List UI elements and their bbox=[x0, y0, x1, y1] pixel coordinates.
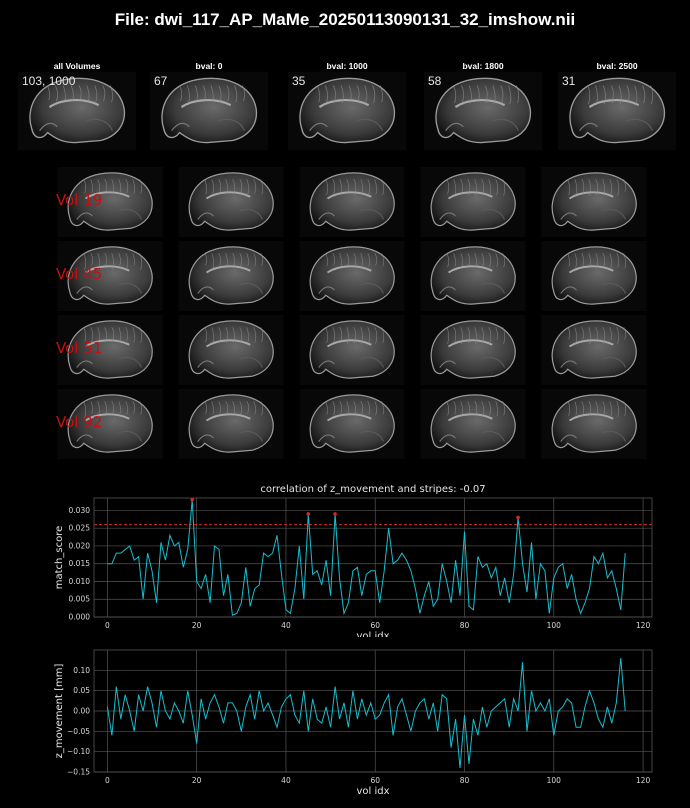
peak-marker bbox=[516, 515, 520, 520]
volume-grid: Vol 19 Vol 45 Vol 51 Vol 92 bbox=[52, 167, 654, 465]
volume-slice-image bbox=[52, 389, 168, 459]
y-tick-label: 0.00 bbox=[73, 707, 90, 716]
volume-row-label: Vol 51 bbox=[56, 339, 103, 357]
volume-row-label: Vol 92 bbox=[56, 413, 103, 431]
series-line bbox=[107, 499, 626, 616]
x-axis-label: vol idx bbox=[356, 786, 389, 797]
volume-slice-image bbox=[294, 389, 410, 459]
volume-slice-image bbox=[52, 315, 168, 385]
y-tick-label: −0.05 bbox=[67, 727, 90, 736]
z-movement-chart: 0 20 40 60 80 100 120 −0.15 −0.10 −0.05 0.00 0.05 0.… bbox=[54, 649, 653, 797]
thumbnail-image bbox=[558, 71, 676, 151]
series-line bbox=[106, 658, 626, 768]
thumbnail-count: 103, 1000 bbox=[22, 74, 76, 88]
match-score-chart: 0 20 40 60 80 100 120 0.000 0.005 0.010 0.015 0.020… bbox=[54, 484, 653, 637]
volume-slice-image bbox=[294, 241, 410, 311]
volume-slice-image bbox=[294, 167, 410, 237]
y-tick-label: 0.005 bbox=[69, 595, 91, 604]
x-tick-label: 0 bbox=[105, 621, 110, 630]
y-tick-label: −0.15 bbox=[67, 768, 90, 777]
volume-row-label: Vol 45 bbox=[56, 265, 103, 283]
volume-slice-image bbox=[52, 167, 168, 237]
x-tick-label: 80 bbox=[460, 621, 470, 630]
peak-marker bbox=[190, 497, 195, 502]
thumbnail-label: bval: 1000 bbox=[326, 61, 368, 71]
volume-slice-image bbox=[173, 167, 289, 237]
thumbnail-label: all Volumes bbox=[53, 61, 101, 71]
thumbnail-image bbox=[150, 71, 268, 151]
y-tick-label: 0.010 bbox=[69, 577, 91, 586]
volume-slice-image bbox=[294, 315, 410, 385]
y-tick-label: −0.10 bbox=[67, 747, 90, 756]
y-axis-label: match_score bbox=[54, 526, 65, 590]
volume-slice-image bbox=[536, 315, 652, 385]
thumbnail-count: 67 bbox=[154, 74, 168, 88]
volume-slice-image bbox=[415, 241, 531, 311]
x-axis-label: vol idx bbox=[356, 631, 389, 637]
thumbnail-count: 58 bbox=[428, 74, 442, 88]
x-tick-label: 100 bbox=[547, 776, 562, 785]
volume-slice-image bbox=[415, 315, 531, 385]
volume-slice-image bbox=[173, 389, 289, 459]
thumbnail-image bbox=[18, 71, 136, 151]
x-tick-label: 60 bbox=[370, 776, 380, 785]
x-tick-label: 20 bbox=[192, 776, 202, 785]
x-tick-label: 20 bbox=[192, 621, 202, 630]
x-tick-label: 40 bbox=[281, 776, 291, 785]
x-tick-label: 0 bbox=[105, 776, 110, 785]
volume-slice-image bbox=[415, 389, 531, 459]
volume-row-label: Vol 19 bbox=[56, 191, 103, 209]
thumbnail-label: bval: 2500 bbox=[596, 61, 638, 71]
volume-slice-image bbox=[536, 389, 652, 459]
peak-marker bbox=[333, 512, 337, 516]
x-tick-label: 60 bbox=[370, 621, 380, 630]
thumbnail-count: 35 bbox=[292, 74, 306, 88]
volume-slice-image bbox=[52, 241, 168, 311]
thumbnail-image bbox=[424, 71, 542, 151]
chart-title: correlation of z_movement and stripes: -… bbox=[260, 484, 485, 495]
volume-slice-image bbox=[415, 167, 531, 237]
figure-title: File: dwi_117_AP_MaMe_20250113090131_32_… bbox=[114, 10, 576, 29]
thumbnail-label: bval: 0 bbox=[195, 61, 223, 71]
y-axis-label: z_movement [mm] bbox=[54, 664, 65, 759]
peak-marker bbox=[306, 512, 311, 516]
y-tick-label: 0.10 bbox=[73, 666, 90, 675]
thumbnail-label: bval: 1800 bbox=[462, 61, 504, 71]
volume-slice-image bbox=[536, 241, 652, 311]
x-tick-label: 40 bbox=[281, 621, 291, 630]
volume-slice-image bbox=[173, 315, 289, 385]
volume-slice-image bbox=[173, 241, 289, 311]
y-tick-label: 0.015 bbox=[69, 559, 91, 568]
y-tick-label: 0.05 bbox=[73, 686, 90, 695]
x-tick-label: 100 bbox=[547, 621, 562, 630]
x-tick-label: 120 bbox=[636, 621, 651, 630]
y-tick-label: 0.000 bbox=[69, 613, 91, 622]
x-tick-label: 120 bbox=[636, 776, 651, 785]
x-tick-label: 80 bbox=[460, 776, 470, 785]
y-tick-label: 0.030 bbox=[69, 506, 91, 515]
thumbnail-image bbox=[288, 71, 406, 151]
thumbnail-count: 31 bbox=[562, 74, 576, 88]
y-tick-label: 0.025 bbox=[69, 524, 91, 533]
y-tick-label: 0.020 bbox=[69, 541, 91, 550]
volume-slice-image bbox=[536, 167, 652, 237]
